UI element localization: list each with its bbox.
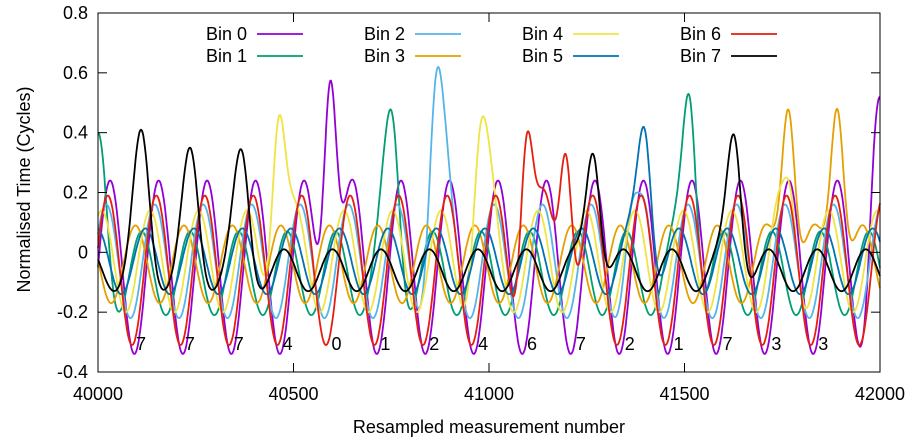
series-line	[97, 126, 881, 296]
bin-annotation-label: 3	[818, 334, 828, 354]
bin-annotation-label: 7	[234, 334, 244, 354]
bin-annotation-label: 0	[332, 334, 342, 354]
bin-annotation-label: 7	[576, 334, 586, 354]
legend-label: Bin 1	[206, 46, 247, 66]
bin-annotation-label: 1	[674, 334, 684, 354]
series-line	[97, 128, 881, 293]
bin-annotation-label: 2	[429, 334, 439, 354]
series-line	[97, 66, 881, 320]
bin-annotation-label: 4	[283, 334, 293, 354]
plot-frame	[97, 12, 881, 373]
series-line	[97, 92, 881, 317]
x-tick-label: 42000	[855, 384, 905, 404]
y-tick-label: 0.2	[63, 183, 88, 203]
legend-label: Bin 5	[522, 46, 563, 66]
bin-annotation-label: 3	[771, 334, 781, 354]
axis-ticks: 40000 40500 41000 41500 42000 -0.4 -0.2 0 0.2 0.4…	[57, 3, 905, 404]
legend-label: Bin 2	[364, 24, 405, 44]
y-tick-label: 0	[78, 242, 88, 262]
bin-annotation-label: 1	[380, 334, 390, 354]
legend-label: Bin 3	[364, 46, 405, 66]
y-axis-label: Normalised Time (Cycles)	[14, 86, 34, 292]
bin-annotation-label: 6	[527, 334, 537, 354]
x-tick-label: 41000	[464, 384, 514, 404]
x-tick-label: 41500	[659, 384, 709, 404]
series-line	[97, 114, 881, 314]
x-tick-label: 40000	[73, 384, 123, 404]
bin-annotation-label: 4	[478, 334, 488, 354]
bin-annotation-label: 7	[723, 334, 733, 354]
legend-label: Bin 7	[680, 46, 721, 66]
series-lines	[97, 66, 881, 355]
bin-annotations: 7 7 7 4 0 1 2 4 6 7 2 1 7 3 3	[136, 334, 828, 354]
bin-annotation-label: 7	[185, 334, 195, 354]
bin-annotation-label: 7	[136, 334, 146, 354]
series-line	[97, 130, 881, 346]
legend-label: Bin 0	[206, 24, 247, 44]
legend-label: Bin 4	[522, 24, 563, 44]
legend-label: Bin 6	[680, 24, 721, 44]
bin-annotation-label: 2	[625, 334, 635, 354]
y-tick-label: 0.4	[63, 123, 88, 143]
y-tick-label: 0.6	[63, 63, 88, 83]
y-tick-label: 0.8	[63, 3, 88, 23]
y-tick-label: -0.2	[57, 302, 88, 322]
y-tick-label: -0.4	[57, 362, 88, 382]
x-axis-label: Resampled measurement number	[353, 417, 625, 437]
x-tick-label: 40500	[268, 384, 318, 404]
